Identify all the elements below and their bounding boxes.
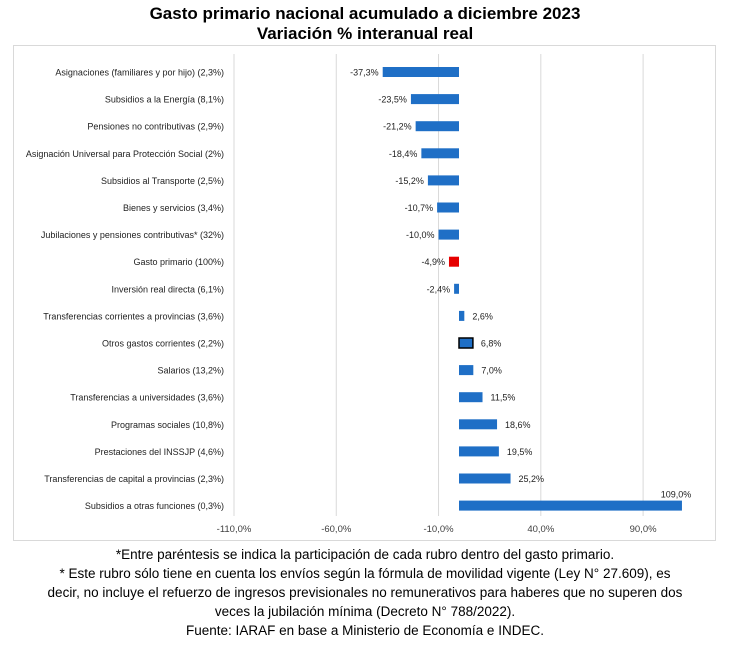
category-label: Subsidios a otras funciones (0,3%) — [85, 501, 224, 511]
category-label: Bienes y servicios (3,4%) — [123, 203, 224, 213]
bar — [410, 94, 459, 105]
category-label: Pensiones no contributivas (2,9%) — [87, 122, 224, 132]
data-label: -2,4% — [427, 284, 451, 294]
category-label: Transferencias de capital a provincias (… — [44, 474, 224, 484]
x-tick-label: -110,0% — [217, 524, 252, 535]
x-tick-label: 40,0% — [527, 524, 554, 535]
data-label: 2,6% — [472, 311, 493, 321]
bar-chart: -110,0% -60,0% -10,0% 40,0% 90,0% Asignacione… — [26, 54, 692, 535]
bar — [437, 202, 459, 213]
category-label: Salarios (13,2%) — [157, 366, 224, 376]
source-note: Fuente: IARAF en base a Ministerio de Ec… — [186, 623, 544, 638]
bar — [427, 175, 459, 186]
note-footnote-line3: veces la jubilación mínima (Decreto N° 7… — [214, 604, 516, 619]
data-label: 109,0% — [661, 490, 692, 500]
category-label: Asignación Universal para Protección Soc… — [26, 149, 224, 159]
category-label: Jubilaciones y pensiones contributivas* … — [41, 230, 224, 240]
data-label: 7,0% — [481, 366, 502, 376]
note-footnote-line1: * Este rubro sólo tiene en cuenta los en… — [59, 566, 671, 581]
bar — [459, 392, 483, 403]
bar — [459, 446, 499, 457]
x-tick-label: -60,0% — [321, 524, 352, 535]
data-label: -4,9% — [421, 257, 445, 267]
note-participation: *Entre paréntesis se indica la participa… — [115, 547, 615, 562]
data-label: 19,5% — [507, 447, 533, 457]
category-label: Inversión real directa (6,1%) — [111, 284, 224, 294]
category-label: Programas sociales (10,8%) — [111, 420, 224, 430]
x-tick-label: -10,0% — [423, 524, 454, 535]
category-label: Gasto primario (100%) — [133, 257, 224, 267]
chart-subtitle: Variación % interanual real — [256, 24, 474, 43]
data-label: -18,4% — [389, 149, 418, 159]
bar — [459, 500, 682, 511]
bar — [438, 229, 459, 240]
x-tick-label: 90,0% — [630, 524, 657, 535]
category-label: Subsidios a la Energía (8,1%) — [105, 95, 224, 105]
data-label: -15,2% — [395, 176, 424, 186]
bar — [448, 256, 459, 267]
bar — [415, 121, 459, 132]
bar — [382, 67, 459, 77]
bar — [454, 283, 459, 294]
note-footnote-line2: decir, no incluye el refuerzo de ingreso… — [47, 585, 683, 600]
category-label: Transferencias corrientes a provincias (… — [43, 311, 224, 321]
data-label: -23,5% — [378, 95, 407, 105]
data-label: 11,5% — [491, 393, 516, 403]
chart-area: -110,0% -60,0% -10,0% 40,0% 90,0% Asignacione… — [13, 45, 716, 541]
bar — [421, 148, 459, 159]
category-label: Prestaciones del INSSJP (4,6%) — [95, 447, 224, 457]
bar — [459, 365, 474, 376]
category-label: Transferencias a universidades (3,6%) — [70, 393, 224, 403]
bar — [459, 310, 465, 321]
data-label: 25,2% — [519, 474, 545, 484]
data-label: -37,3% — [350, 68, 379, 78]
data-label: 6,8% — [481, 339, 502, 349]
data-label: -21,2% — [383, 122, 412, 132]
category-label: Otros gastos corrientes (2,2%) — [102, 339, 224, 349]
category-label: Asignaciones (familiares y por hijo) (2,… — [55, 68, 224, 78]
data-label: 18,6% — [505, 420, 531, 430]
bar — [459, 473, 511, 484]
chart-title: Gasto primario nacional acumulado a dici… — [149, 4, 581, 23]
category-label: Subsidios al Transporte (2,5%) — [101, 176, 224, 186]
bar — [458, 337, 474, 349]
data-label: -10,7% — [405, 203, 434, 213]
bar — [459, 419, 498, 430]
data-label: -10,0% — [406, 230, 435, 240]
